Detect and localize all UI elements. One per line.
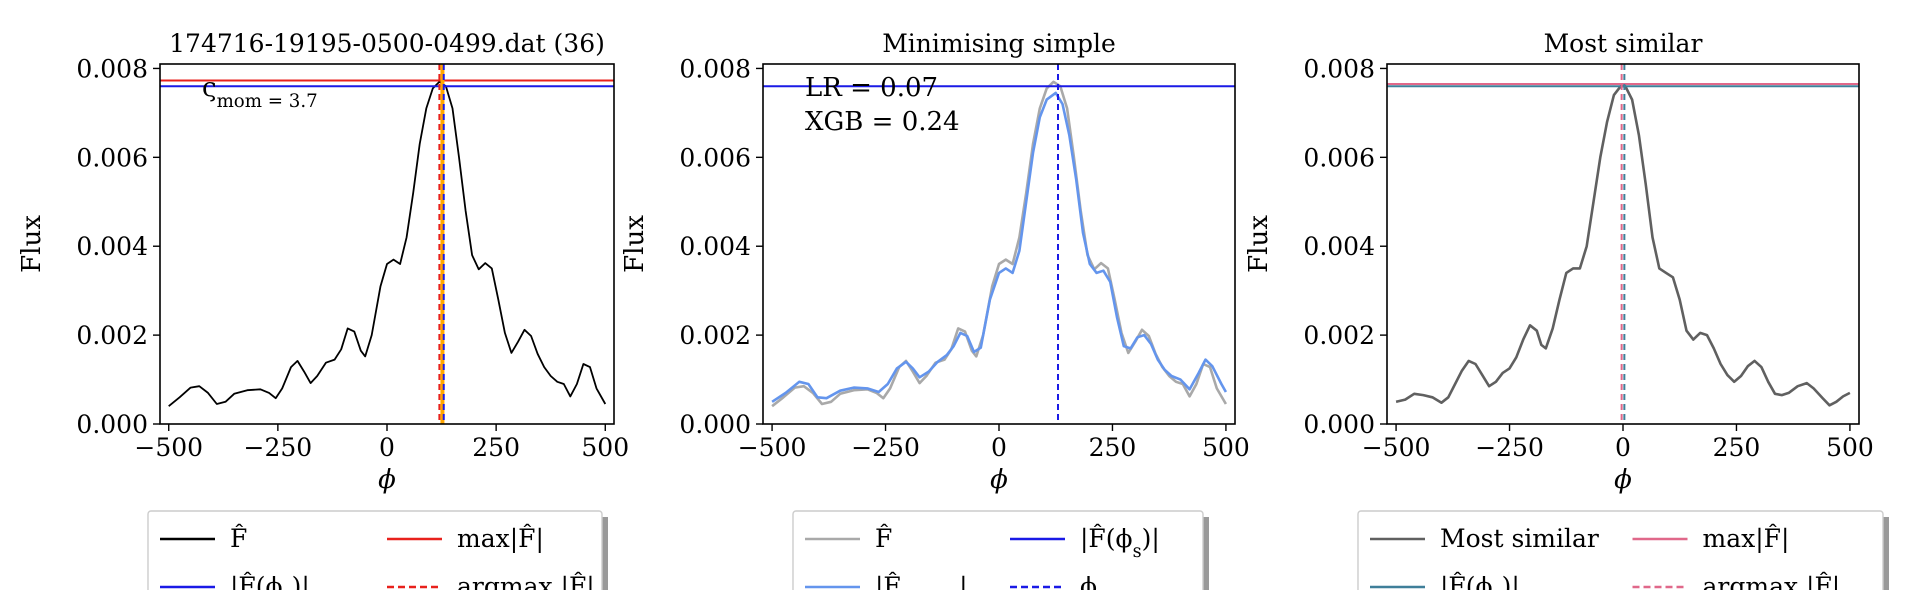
legend-label: argmax |F̂|: [457, 572, 595, 590]
chart-title: 174716-19195-0500-0499.dat (36): [169, 29, 605, 58]
x-axis-label: ϕ: [378, 465, 396, 495]
x-axis-label: ϕ: [1614, 465, 1632, 495]
legend: Most similar max|F̂| |F̂(ϕs)| argmax |F̂|: [1357, 510, 1889, 590]
x-tick-label: −250: [851, 433, 920, 462]
x-tick-label: 0: [1615, 433, 1631, 462]
x-tick-label: −500: [134, 433, 203, 462]
annotation-2: XGB = 0.24: [805, 107, 960, 137]
x-tick-label: 250: [472, 433, 520, 462]
axes-frame: [1386, 63, 1860, 425]
y-axis-label: Flux: [17, 215, 47, 273]
y-tick-label: 0.002: [76, 321, 148, 350]
x-tick-label: −250: [1475, 433, 1544, 462]
y-tick-label: 0.008: [679, 54, 751, 83]
y-tick-label: 0.006: [76, 143, 148, 172]
x-tick-label: 250: [1089, 433, 1137, 462]
series-line-1: [168, 80, 607, 407]
x-tick-label: −500: [738, 433, 807, 462]
chart-panel-2: −500 −250 0 250 500 0.000 0.002 0.004 0.006 0.008…: [620, 29, 1250, 590]
y-tick-label: 0.000: [679, 410, 751, 439]
chart-panel-3: −500 −250 0 250 500 0.000 0.002 0.004 0.006 0.008…: [1244, 29, 1889, 590]
x-tick-label: 500: [1826, 433, 1874, 462]
legend-label: |F̂(ϕs)|: [1080, 524, 1160, 562]
plot-area: [763, 64, 1235, 424]
x-tick-label: 250: [1713, 433, 1761, 462]
y-tick-label: 0.000: [1303, 410, 1375, 439]
x-tick-label: 500: [581, 433, 629, 462]
y-tick-label: 0.002: [1303, 321, 1375, 350]
y-tick-label: 0.000: [76, 410, 148, 439]
y-axis-label: Flux: [1244, 215, 1274, 273]
legend-label: argmax |F̂|: [1703, 572, 1841, 590]
x-tick-label: 500: [1202, 433, 1250, 462]
y-tick-label: 0.004: [1303, 232, 1375, 261]
plot-area: [160, 64, 614, 424]
legend-label: F̂: [230, 524, 247, 553]
x-tick-label: 0: [991, 433, 1007, 462]
x-tick-label: −250: [244, 433, 313, 462]
y-tick-label: 0.002: [679, 321, 751, 350]
y-tick-label: 0.004: [679, 232, 751, 261]
legend-box: [1357, 510, 1884, 590]
legend-label: ϕs: [1080, 572, 1106, 590]
legend: F̂ |F̂(ϕs)| |F̂simple| ϕs: [792, 510, 1209, 590]
y-tick-label: 0.004: [76, 232, 148, 261]
legend-box: [792, 510, 1204, 590]
x-axis-label: ϕ: [990, 465, 1008, 495]
legend-label: max|F̂|: [1703, 524, 1790, 554]
annotation-1: ςmom = 3.7: [202, 73, 318, 112]
x-tick-label: 0: [379, 433, 395, 462]
plot-area: [1387, 64, 1859, 424]
legend-box: [147, 510, 603, 590]
legend-label: max|F̂|: [457, 524, 544, 554]
series-line-2: [771, 91, 1228, 403]
legend: F̂ max|F̂| |F̂(ϕs)| argmax |F̂|: [147, 510, 608, 590]
y-tick-label: 0.006: [1303, 143, 1375, 172]
y-tick-label: 0.008: [1303, 54, 1375, 83]
y-axis-label: Flux: [620, 215, 650, 273]
series-line-1: [1395, 84, 1851, 407]
y-tick-label: 0.008: [76, 54, 148, 83]
legend-label: Most similar: [1440, 524, 1599, 553]
legend-label: F̂: [875, 524, 892, 553]
x-tick-label: −500: [1362, 433, 1431, 462]
chart-panel-1: −500 −250 0 250 500 0.000 0.002 0.004 0.006 0.008…: [17, 29, 629, 590]
y-tick-label: 0.006: [679, 143, 751, 172]
legend-label: |F̂simple|: [875, 572, 968, 590]
annotation-1: LR = 0.07: [805, 73, 938, 103]
legend-label: |F̂(ϕs)|: [230, 572, 310, 590]
chart-title: Minimising simple: [882, 29, 1116, 58]
legend-label: |F̂(ϕs)|: [1440, 572, 1520, 590]
chart-title: Most similar: [1544, 29, 1703, 58]
